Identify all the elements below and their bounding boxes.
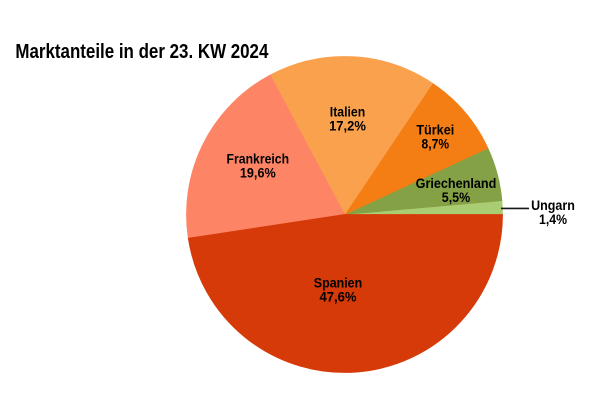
svg-text:5,5%: 5,5% bbox=[442, 189, 471, 205]
svg-text:Marktanteile in der 23. KW 202: Marktanteile in der 23. KW 2024 bbox=[15, 41, 269, 63]
svg-text:Italien: Italien bbox=[330, 104, 365, 120]
svg-text:47,6%: 47,6% bbox=[320, 288, 358, 304]
svg-text:Türkei: Türkei bbox=[416, 121, 454, 137]
svg-text:Ungarn: Ungarn bbox=[531, 197, 575, 213]
svg-text:19,6%: 19,6% bbox=[240, 165, 276, 181]
svg-text:1,4%: 1,4% bbox=[539, 211, 567, 227]
svg-text:Frankreich: Frankreich bbox=[227, 151, 290, 167]
svg-text:8,7%: 8,7% bbox=[422, 135, 450, 151]
svg-text:Spanien: Spanien bbox=[314, 274, 362, 290]
svg-text:Griechenland: Griechenland bbox=[416, 175, 497, 191]
svg-text:17,2%: 17,2% bbox=[329, 118, 366, 134]
